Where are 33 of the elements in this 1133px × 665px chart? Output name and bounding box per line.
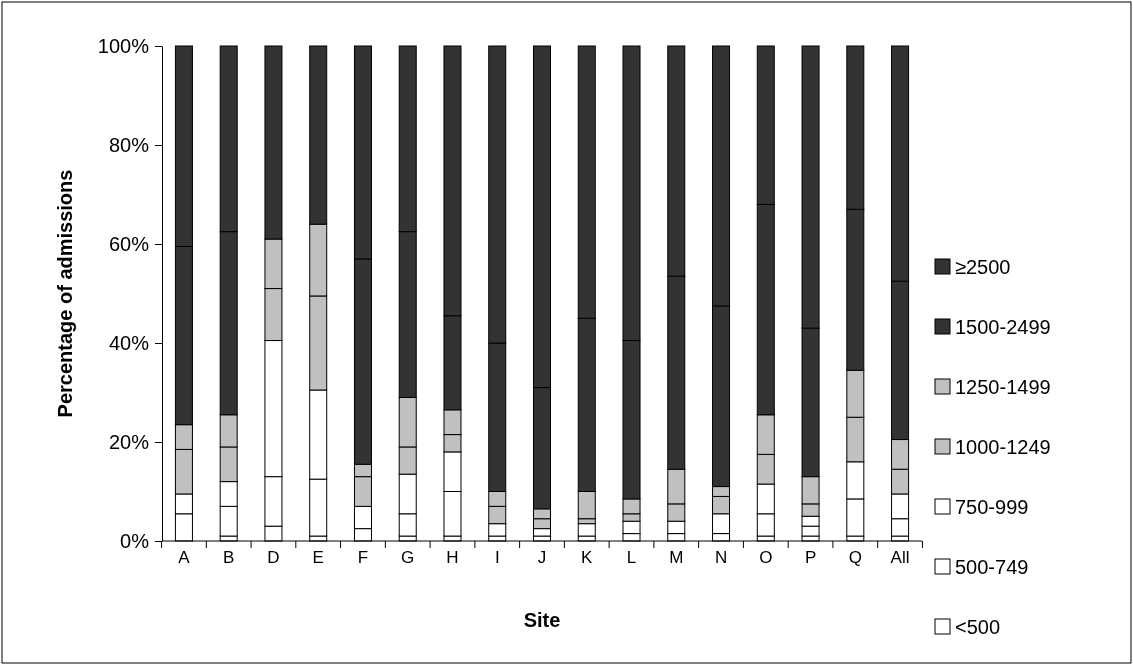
x-tick-label: D	[267, 547, 280, 567]
y-tick-label: 20%	[108, 430, 150, 453]
x-tick-label: F	[357, 547, 369, 567]
x-tick-label: All	[890, 547, 910, 567]
legend-label: 750-999	[955, 496, 1029, 518]
y-axis-title: Percentage of admissions	[54, 169, 76, 418]
x-tick-label: L	[626, 547, 637, 567]
bar	[577, 523, 596, 537]
x-tick-label: I	[494, 547, 500, 567]
x-tick-label: J	[537, 547, 547, 567]
legend-label: 1250-1499	[955, 376, 1051, 398]
y-tick-label: 60%	[108, 232, 150, 255]
x-tick-label: M	[669, 547, 684, 567]
x-tick-label: B	[223, 547, 235, 567]
x-tick-label: A	[178, 547, 191, 567]
y-tick-label: 0%	[120, 529, 150, 552]
x-tick-label: N	[714, 547, 728, 567]
x-tick-label: K	[581, 547, 594, 567]
legend-label: 500-749	[955, 556, 1029, 578]
y-tick-label: 40%	[108, 331, 150, 354]
legend-label: <500	[955, 616, 1001, 638]
legend-label: 1500-2499	[955, 316, 1051, 338]
x-tick-label: P	[804, 547, 817, 567]
x-tick-label: Q	[848, 547, 862, 567]
legend-label: 1000-1249	[955, 436, 1051, 458]
y-tick-label: 100%	[97, 34, 150, 57]
y-tick-label: 80%	[108, 133, 150, 156]
legend-label: ≥2500	[955, 256, 1011, 278]
x-tick-label: G	[401, 547, 415, 567]
x-tick-label: O	[759, 547, 773, 567]
x-tick-label: E	[312, 547, 324, 567]
x-tick-label: H	[446, 547, 459, 567]
x-axis-title: Site	[523, 609, 561, 631]
